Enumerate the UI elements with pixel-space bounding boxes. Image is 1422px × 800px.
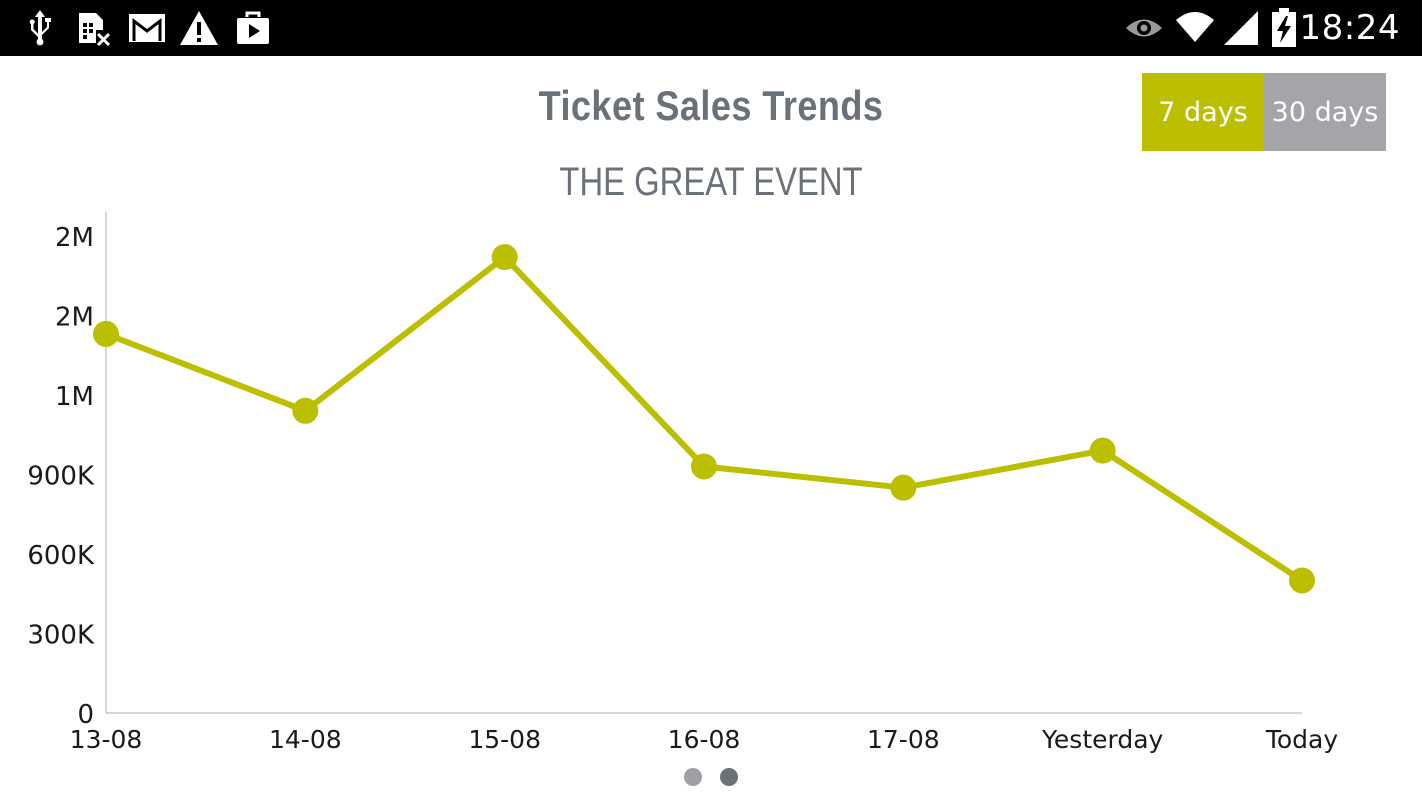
page-indicator (684, 768, 738, 786)
data-point (1089, 437, 1116, 464)
x-tick-label: 15-08 (468, 725, 541, 754)
data-point (93, 320, 119, 347)
data-point (1289, 567, 1315, 594)
signal-icon (1222, 10, 1260, 46)
event-name: THE GREAT EVENT (559, 160, 863, 204)
x-tick-label: 14-08 (269, 725, 342, 754)
gmail-icon (127, 10, 167, 46)
data-point (292, 397, 319, 424)
x-tick-label: 16-08 (668, 725, 741, 754)
battery-charging-icon (1268, 8, 1300, 47)
y-tick-label: 1M (55, 382, 94, 412)
play-store-icon (234, 10, 272, 46)
usb-icon (24, 10, 56, 46)
x-tick-label: 17-08 (867, 725, 940, 754)
data-point (491, 244, 518, 271)
page-dot-1[interactable] (684, 768, 702, 786)
eye-icon (1124, 10, 1164, 46)
x-tick-label: Yesterday (1041, 725, 1164, 754)
page-dot-2[interactable] (720, 768, 738, 786)
y-tick-label: 2M (55, 223, 94, 253)
range-7-days-button[interactable]: 7 days (1142, 73, 1264, 151)
y-tick-label: 2M (55, 302, 94, 332)
range-toggle: 7 days 30 days (1142, 73, 1386, 151)
y-tick-label: 600K (27, 541, 95, 571)
sales-series-line (103, 254, 1305, 584)
x-tick-label: Today (1265, 725, 1339, 754)
data-point (691, 453, 717, 480)
wifi-icon (1174, 10, 1216, 46)
x-tick-label: 13-08 (70, 725, 143, 754)
app-content: Ticket Sales Trends THE GREAT EVENT 7 da… (0, 56, 1422, 800)
data-point (890, 474, 917, 501)
page-title: Ticket Sales Trends (538, 82, 884, 129)
warning-icon (179, 10, 219, 46)
y-tick-label: 900K (27, 461, 95, 491)
status-bar: 18:24 (0, 0, 1422, 56)
y-tick-label: 300K (27, 620, 95, 650)
sim-error-icon (76, 10, 112, 46)
clock: 18:24 (1299, 8, 1400, 48)
range-30-days-button[interactable]: 30 days (1264, 73, 1386, 151)
y-tick-label: 0 (77, 700, 94, 730)
